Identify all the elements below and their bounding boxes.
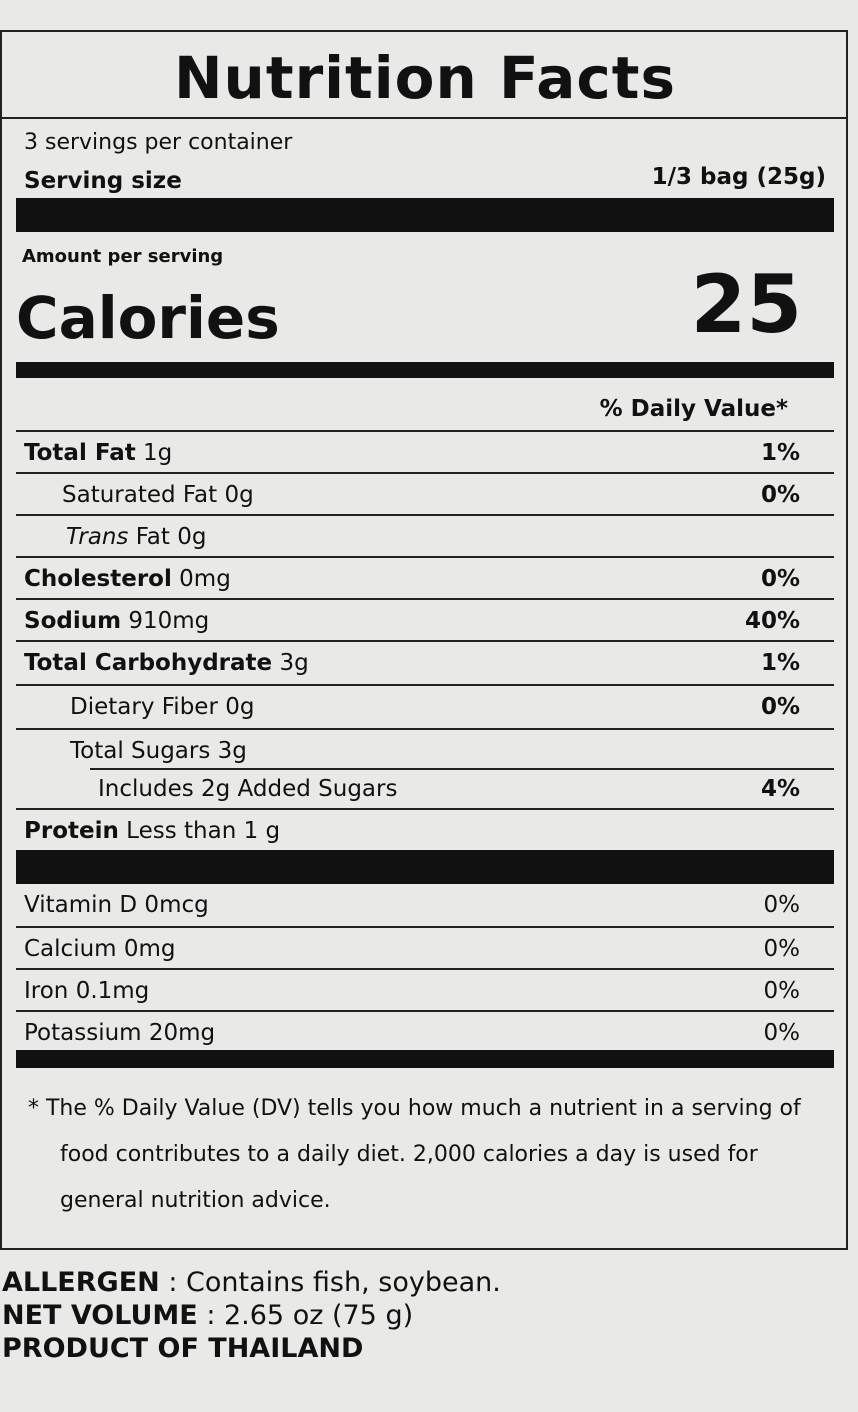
nutrient-label: Total Carbohydrate 3g xyxy=(24,642,309,684)
nutrient-label-italic: Trans xyxy=(66,524,129,550)
calories: 25 xyxy=(690,258,802,351)
thick-bar xyxy=(16,1050,834,1068)
nutrient-name: Saturated Fat xyxy=(62,482,218,508)
nutrient-row: Total Carbohydrate 3g 1% xyxy=(16,640,834,682)
serving-size-label: Serving size xyxy=(24,168,182,194)
nutrient-row: Protein Less than 1 g xyxy=(16,808,834,850)
daily-value: 0% xyxy=(763,978,801,1004)
daily-value: 0% xyxy=(760,566,800,592)
nutrient-row: Trans Fat 0g xyxy=(16,514,834,556)
info-line: NET VOLUME : 2.65 oz (75 g) xyxy=(2,1299,501,1332)
serving-size: 1/3 bag (25g) xyxy=(651,164,826,190)
nutrient-amount: 1g xyxy=(143,440,173,466)
nutrient-row: Sodium 910mg 40% xyxy=(16,598,834,640)
nutrient-name: Total Fat xyxy=(24,440,136,466)
nutrient-name: Protein xyxy=(24,818,119,844)
nutrient-amount: 0g xyxy=(224,482,254,508)
label-box xyxy=(0,30,848,1250)
vitamin-label: Vitamin D 0mcg xyxy=(24,892,209,918)
nutrient-name: Fat xyxy=(135,524,170,550)
vitamin-row: Iron 0.1mg 0% xyxy=(16,968,834,1010)
nutrient-amount: 0g xyxy=(177,524,207,550)
thick-bar xyxy=(16,850,834,884)
daily-value: 4% xyxy=(760,776,800,802)
nutrient-name: Cholesterol xyxy=(24,566,172,592)
nutrient-label: Includes 2g Added Sugars xyxy=(98,768,397,810)
daily-value: 1% xyxy=(760,650,800,676)
nutrient-amount: 0g xyxy=(225,694,255,720)
nutrient-name: Total Carbohydrate xyxy=(24,650,273,676)
dv-header: % Daily Value* xyxy=(599,396,788,422)
nutrient-row: Total Fat 1g 1% xyxy=(16,430,834,472)
daily-value: 0% xyxy=(763,936,801,962)
info-text: : 2.65 oz (75 g) xyxy=(206,1300,414,1331)
nutrient-amount: 910mg xyxy=(128,608,210,634)
info-line: ALLERGEN : Contains fish, soybean. xyxy=(2,1266,501,1299)
nutrient-name: Dietary Fiber xyxy=(70,694,218,720)
info: ALLERGEN : Contains fish, soybean. NET VO… xyxy=(2,1266,501,1365)
info-label: NET VOLUME xyxy=(2,1300,198,1331)
nutrient-name: Sodium xyxy=(24,608,122,634)
thick-bar xyxy=(16,362,834,378)
daily-value: 0% xyxy=(763,892,801,918)
nutrient-label: Protein Less than 1 g xyxy=(24,810,280,852)
footnote: * The % Daily Value (DV) tells you how m… xyxy=(28,1096,801,1213)
nutrient-amount: Less than 1 g xyxy=(126,818,281,844)
vitamin-label: Calcium 0mg xyxy=(24,936,176,962)
vitamin-row: Potassium 20mg 0% xyxy=(16,1010,834,1052)
daily-value: 40% xyxy=(744,608,800,634)
daily-value: 0% xyxy=(760,694,800,720)
title: Nutrition Facts xyxy=(174,44,676,112)
footnote-box: * The % Daily Value (DV) tells you how m… xyxy=(28,1086,818,1224)
info-text: : Contains fish, soybean. xyxy=(168,1267,501,1298)
nutrient-amount: 0mg xyxy=(179,566,231,592)
nutrient-label: Dietary Fiber 0g xyxy=(70,686,254,728)
nutrient-name: Includes 2g Added Sugars xyxy=(98,776,398,802)
info-label: ALLERGEN xyxy=(2,1267,160,1298)
nutrient-row: Total Sugars 3g xyxy=(16,728,834,770)
nutrient-label: Total Sugars 3g xyxy=(70,730,247,772)
vitamin-label: Iron 0.1mg xyxy=(24,978,150,1004)
nutrient-amount: 3g xyxy=(279,650,309,676)
amount-per-serving: Amount per serving xyxy=(22,246,224,267)
nutrient-row: Dietary Fiber 0g 0% xyxy=(16,684,834,726)
nutrient-label: Sodium 910mg xyxy=(24,600,209,642)
daily-value: 0% xyxy=(763,1020,801,1046)
daily-value: 0% xyxy=(760,482,800,508)
info-line: PRODUCT OF THAILAND xyxy=(2,1332,501,1365)
nutrient-row: Includes 2g Added Sugars 4% xyxy=(16,768,834,810)
nutrient-row: Cholesterol 0mg 0% xyxy=(16,556,834,598)
vitamin-row: Vitamin D 0mcg 0% xyxy=(16,884,834,926)
servings: 3 servings per container xyxy=(24,130,293,155)
rule xyxy=(0,117,848,119)
nutrient-label: Saturated Fat 0g xyxy=(62,474,254,516)
nutrient-label: Cholesterol 0mg xyxy=(24,558,231,600)
daily-value: 1% xyxy=(760,440,800,466)
info-label: PRODUCT OF THAILAND xyxy=(2,1333,364,1364)
nutrient-label: Trans Fat 0g xyxy=(66,516,206,558)
calories-label: Calories xyxy=(16,284,280,352)
vitamin-label: Potassium 20mg xyxy=(24,1020,216,1046)
nutrient-amount: 3g xyxy=(217,738,247,764)
nutrient-row: Saturated Fat 0g 0% xyxy=(16,472,834,514)
nutrient-name: Total Sugars xyxy=(70,738,211,764)
nutrient-label: Total Fat 1g xyxy=(24,432,172,474)
rule xyxy=(90,768,834,770)
thick-bar xyxy=(16,198,834,232)
vitamin-row: Calcium 0mg 0% xyxy=(16,926,834,968)
